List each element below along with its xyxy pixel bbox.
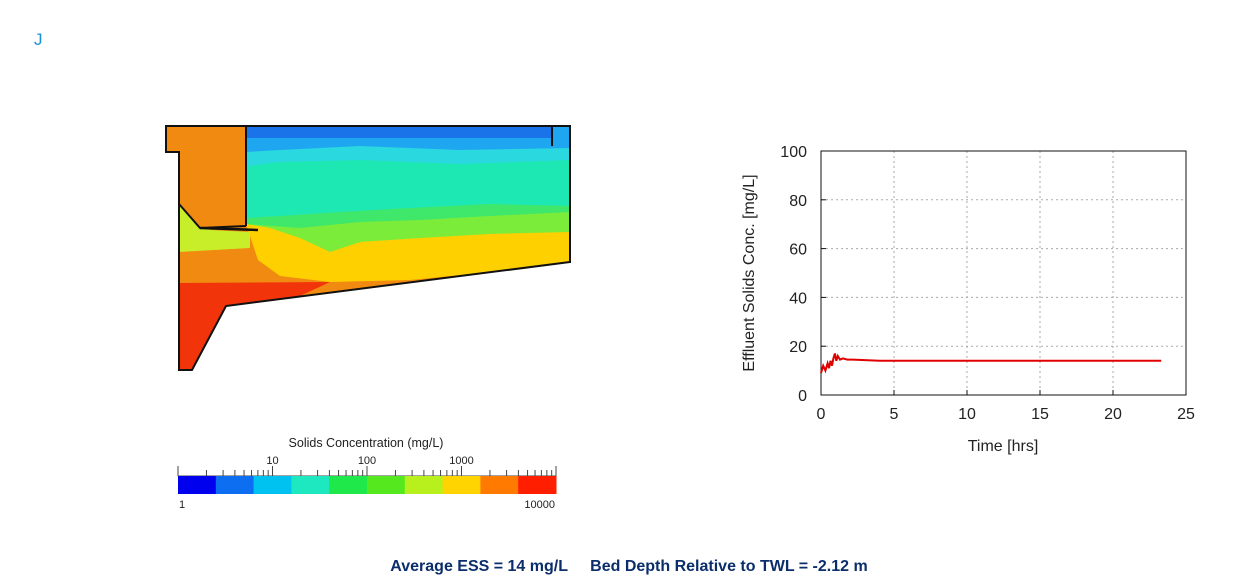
x-tick-labels: 0 5 10 15 20 25: [817, 406, 1195, 423]
legend-swatch: [291, 476, 330, 494]
contour-red-zone: [179, 282, 330, 370]
legend-swatch: [253, 476, 292, 494]
y-tick-label: 100: [780, 144, 807, 161]
legend-swatches: [178, 476, 557, 494]
series-line: [820, 353, 1162, 374]
legend-swatch: [480, 476, 519, 494]
x-tick-label: 15: [1031, 406, 1049, 423]
legend-title: Solids Concentration (mg/L): [289, 436, 444, 450]
y-axis-label: Effluent Solids Conc. [mg/L]: [741, 174, 758, 371]
legend-major-labels: 10 100 1000: [266, 455, 473, 467]
color-legend: Solids Concentration (mg/L) 10 100 1000 1 …: [177, 436, 557, 511]
bed-depth-text: Bed Depth Relative to TWL = -2.12 m: [590, 558, 868, 575]
legend-swatch: [178, 476, 217, 494]
legend-swatch: [404, 476, 444, 494]
legend-swatch: [518, 476, 557, 494]
legend-swatch: [367, 476, 406, 494]
contour-deep-blue-strip: [246, 126, 552, 138]
x-tick-label: 0: [817, 406, 826, 423]
x-tick-label: 10: [958, 406, 976, 423]
clarifier-contour-plot: [165, 125, 571, 371]
chart-grid: [820, 150, 1187, 396]
corner-label: J: [34, 30, 43, 49]
plot-frame: [820, 150, 1187, 396]
legend-swatch: [329, 476, 368, 494]
legend-ticks: [177, 466, 557, 477]
contour-inlet-well: [166, 126, 246, 230]
contour-teal-band: [246, 146, 570, 218]
y-tick-label: 60: [789, 242, 807, 259]
tank-outline: [165, 125, 571, 371]
x-axis-label: Time [hrs]: [968, 438, 1039, 455]
contour-yellow-green-left: [179, 204, 250, 252]
x-tick-label: 20: [1104, 406, 1122, 423]
summary-footer: Average ESS = 14 mg/L Bed Depth Relative…: [0, 558, 1258, 576]
y-tick-label: 40: [789, 290, 807, 307]
x-tick-label: 5: [890, 406, 899, 423]
baffle-plate: [199, 226, 259, 232]
x-tick-label: 25: [1177, 406, 1195, 423]
legend-max-label: 10000: [524, 499, 555, 511]
legend-swatch: [442, 476, 481, 494]
legend-min-label: 1: [179, 499, 185, 511]
legend-major-label: 10: [266, 455, 278, 467]
y-tick-labels: 0 20 40 60 80 100: [780, 144, 807, 405]
legend-swatch: [215, 476, 255, 494]
y-tick-label: 20: [789, 339, 807, 356]
y-tick-label: 0: [798, 388, 807, 405]
y-tick-label: 80: [789, 193, 807, 210]
average-ess-text: Average ESS = 14 mg/L: [390, 558, 568, 575]
legend-major-label: 100: [358, 455, 376, 467]
effluent-chart: 0 5 10 15 20 25 0 20 40 60 80 100 Time [hrs] Efflu…: [741, 144, 1195, 455]
legend-major-label: 1000: [449, 455, 473, 467]
